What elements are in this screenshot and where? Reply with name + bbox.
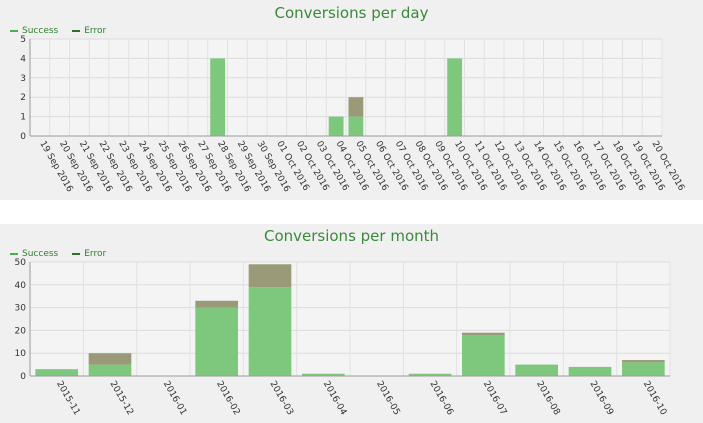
y-tick-label: 5 (20, 35, 26, 45)
bar-success-2016-10[interactable] (622, 362, 665, 376)
bar-success-2015-12[interactable] (88, 364, 132, 376)
x-tick-label: 2016-08 (534, 380, 562, 418)
legend-label-error: Error (84, 26, 107, 36)
bar-error-05-Oct-2016[interactable] (348, 97, 364, 117)
x-tick-label: 2016-10 (641, 380, 669, 418)
bar-success-2015-11[interactable] (35, 369, 78, 376)
bar-success-2016-02[interactable] (195, 307, 238, 376)
y-tick-label: 20 (15, 326, 27, 336)
y-tick-label: 3 (20, 74, 26, 84)
x-tick-label: 2016-07 (481, 380, 508, 418)
bar-error-2016-02[interactable] (195, 300, 238, 308)
chart-panel-day: Conversions per day Success Error 0 1 2 3 4 5… (0, 0, 703, 200)
y-tick-label: 2 (20, 93, 26, 103)
y-tick-label: 40 (15, 281, 27, 291)
chart-legend: Success Error (10, 249, 106, 259)
legend-swatch-success (10, 253, 18, 255)
legend-label-success: Success (22, 26, 59, 36)
legend-label-success: Success (22, 249, 59, 259)
bar-success-05-Oct-2016[interactable] (348, 116, 364, 136)
x-tick-label: 2016-01 (161, 380, 188, 418)
y-tick-label: 4 (20, 54, 26, 64)
legend-item-error[interactable]: Error (72, 26, 106, 36)
bar-success-2016-07[interactable] (462, 334, 505, 376)
legend-item-success[interactable]: Success (10, 249, 58, 259)
legend-swatch-error (72, 30, 81, 32)
y-tick-label: 0 (20, 372, 26, 382)
legend-item-error[interactable]: Error (72, 249, 106, 259)
x-tick-label: 2016-03 (267, 380, 294, 418)
chart-title: Conversions per day (274, 4, 429, 22)
x-tick-label: 2016-09 (587, 380, 615, 418)
bar-success-2016-04[interactable] (302, 373, 345, 376)
legend-item-success[interactable]: Success (10, 26, 58, 36)
y-tick-label: 10 (15, 349, 27, 359)
chart-panel-month: Conversions per month Success Error 0 10 2… (0, 224, 703, 423)
y-tick-label: 0 (20, 132, 26, 142)
bar-error-2016-10[interactable] (622, 360, 665, 363)
bar-success-10-Oct-2016[interactable] (447, 58, 463, 136)
x-tick-label: 2016-02 (214, 380, 241, 418)
bar-success-28-Sep-2016[interactable] (210, 58, 226, 136)
bar-success-2016-08[interactable] (515, 364, 558, 376)
legend-label-error: Error (84, 249, 107, 259)
y-tick-label: 1 (20, 113, 26, 123)
bar-success-2016-06[interactable] (408, 373, 452, 376)
bar-error-2016-07[interactable] (462, 332, 505, 335)
legend-swatch-error (72, 253, 81, 255)
bar-error-2015-12[interactable] (88, 353, 132, 365)
x-tick-label: 2016-05 (374, 380, 401, 418)
bar-success-04-Oct-2016[interactable] (328, 116, 344, 136)
x-tick-label: 2015-11 (54, 380, 81, 418)
x-tick-label: 2015-12 (107, 380, 134, 418)
bar-success-2016-03[interactable] (248, 287, 292, 376)
chart-title: Conversions per month (263, 227, 440, 245)
bar-chart-month: 0 10 20 30 40 50 2015-11 2015-12 2016-01 2016-02 2… (15, 258, 671, 418)
legend-swatch-success (10, 30, 18, 32)
bar-success-2016-09[interactable] (568, 366, 612, 376)
y-tick-label: 30 (15, 304, 27, 314)
x-tick-label: 2016-06 (427, 380, 455, 418)
bar-error-2016-03[interactable] (248, 264, 292, 288)
chart-legend: Success Error (10, 26, 106, 36)
x-tick-label: 2016-04 (321, 380, 349, 418)
y-tick-label: 50 (15, 258, 27, 268)
